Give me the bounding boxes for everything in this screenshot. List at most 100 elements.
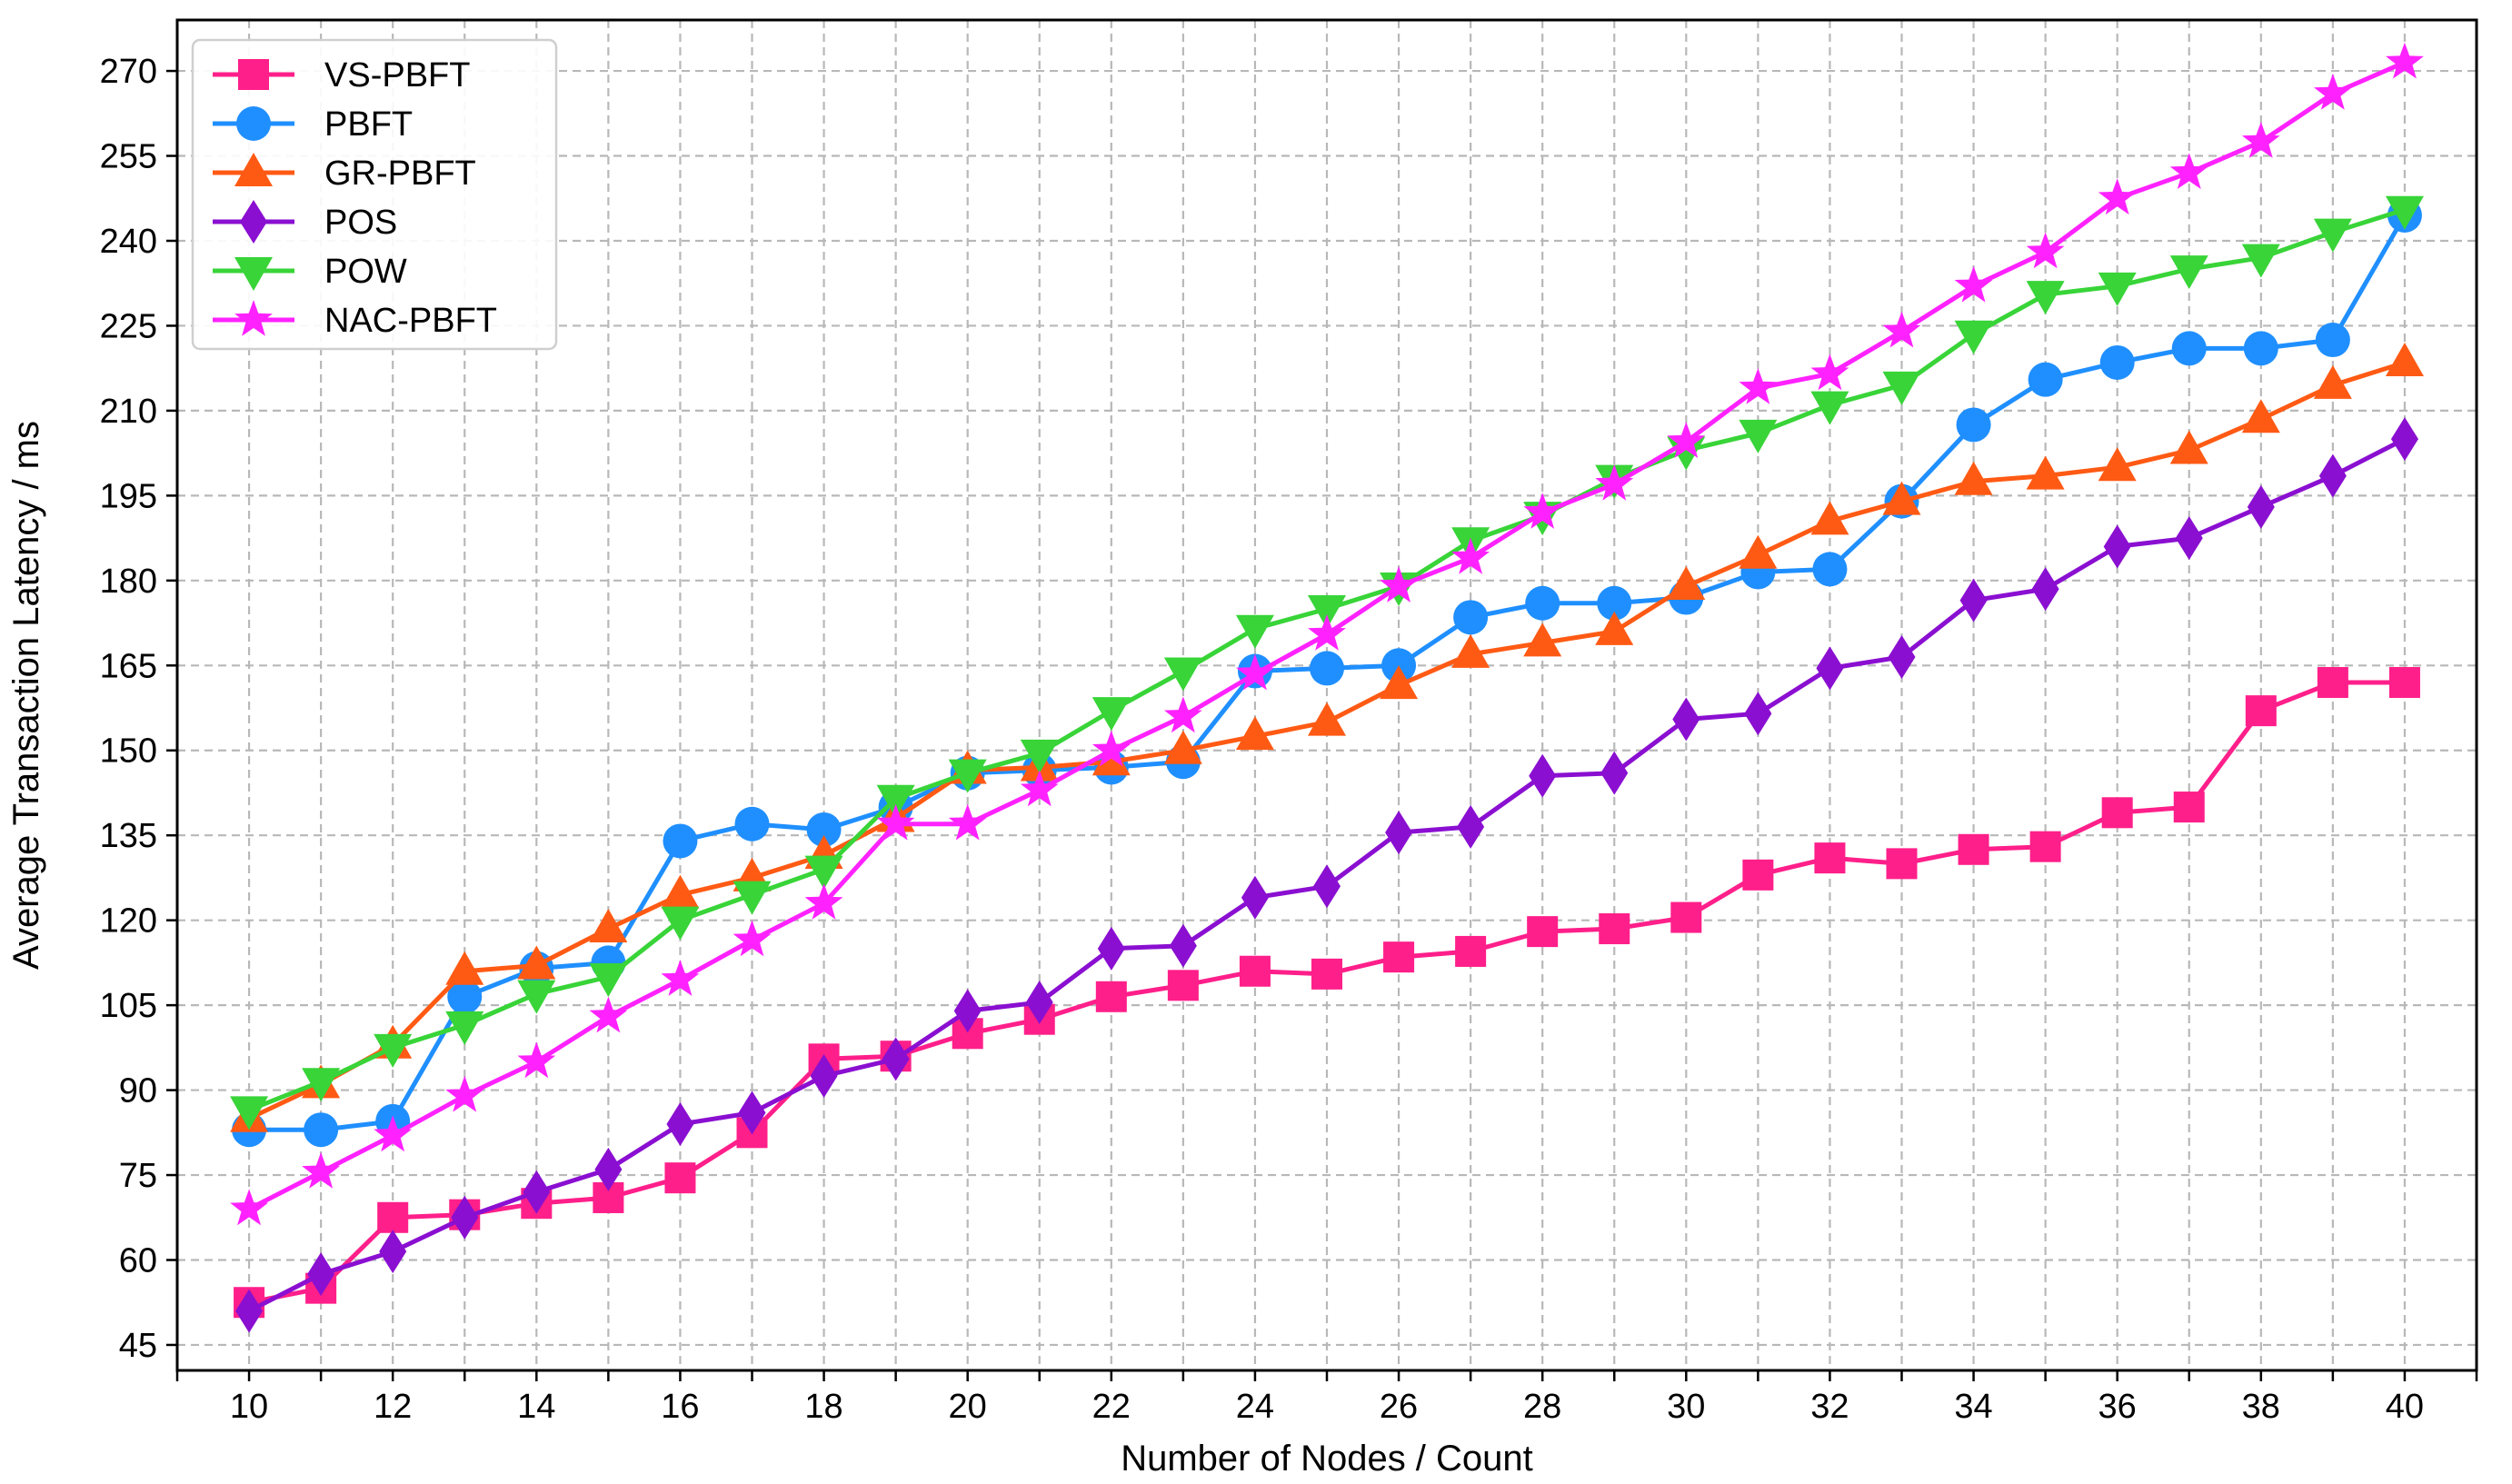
x-tick-label: 28 (1523, 1388, 1561, 1426)
data-point-pos (810, 1054, 838, 1099)
data-point-pow (374, 1033, 413, 1068)
data-point-nac-pbft (1810, 354, 1849, 391)
data-point-gr-pbft (2098, 447, 2137, 482)
data-point-vs-pbft (1742, 859, 1774, 891)
data-point-pbft (2243, 331, 2278, 366)
data-point-vs-pbft (1383, 941, 1415, 973)
data-point-pos (1457, 804, 1485, 849)
data-point-nac-pbft (374, 1115, 413, 1152)
data-point-nac-pbft (1164, 696, 1202, 733)
data-point-pos (1959, 578, 1988, 622)
data-point-pbft (1812, 552, 1848, 587)
y-tick-label: 75 (119, 1157, 157, 1195)
data-point-pbft (1310, 651, 1344, 686)
data-point-vs-pbft (2029, 831, 2061, 862)
data-point-gr-pbft (517, 945, 556, 980)
data-point-pos (1313, 864, 1341, 909)
series-vs-pbft (234, 666, 2420, 1319)
legend-label: GR-PBFT (324, 154, 476, 193)
data-point-pos (1744, 692, 1772, 736)
data-point-pow (2098, 272, 2137, 306)
data-point-pow (733, 881, 772, 915)
data-point-pbft (1453, 600, 1489, 635)
data-point-pow (1308, 594, 1346, 629)
data-point-nac-pbft (1523, 493, 1562, 529)
data-point-nac-pbft (230, 1189, 268, 1226)
data-point-nac-pbft (1739, 368, 1778, 404)
x-tick-label: 12 (374, 1388, 412, 1426)
x-tick-label: 36 (2098, 1388, 2137, 1426)
legend-label: VS-PBFT (324, 56, 470, 95)
series-group (230, 42, 2424, 1333)
data-point-pos (1888, 634, 1916, 679)
data-point-pow (1020, 739, 1059, 773)
data-point-nac-pbft (948, 803, 987, 841)
data-point-vs-pbft (1239, 955, 1271, 987)
data-point-gr-pbft (1810, 501, 1849, 535)
legend-label: POS (324, 204, 397, 242)
data-point-gr-pbft (2313, 364, 2352, 399)
y-tick-label: 210 (100, 393, 157, 431)
data-point-vs-pbft (2388, 666, 2420, 698)
data-point-vs-pbft (1958, 833, 1989, 865)
data-point-pbft (734, 806, 770, 842)
data-point-vs-pbft (1095, 981, 1127, 1012)
data-point-pbft (447, 979, 483, 1014)
data-point-nac-pbft (1236, 653, 1274, 691)
data-point-nac-pbft (2386, 42, 2424, 79)
axes: 10 12 14 16 18 20 22 24 26 28 30 32 34 36 38 40 45 60 75 90… (100, 18, 2478, 1426)
data-point-pos (2247, 484, 2275, 529)
data-point-pbft (1956, 407, 1991, 443)
data-point-gr-pbft (1954, 461, 1993, 495)
data-point-nac-pbft (2026, 232, 2065, 269)
data-point-gr-pbft (589, 909, 628, 943)
legend-marker (236, 106, 271, 141)
data-point-pos (882, 1037, 910, 1081)
data-point-gr-pbft (1451, 633, 1490, 668)
data-point-nac-pbft (2098, 178, 2137, 215)
data-point-pow (948, 759, 987, 793)
y-tick-label: 225 (100, 307, 157, 345)
data-point-nac-pbft (1092, 730, 1131, 767)
data-point-pow (2169, 255, 2208, 290)
data-point-nac-pbft (1595, 463, 1634, 501)
y-tick-label: 45 (119, 1327, 157, 1365)
data-point-gr-pbft (445, 951, 484, 985)
data-point-gr-pbft (1882, 481, 1921, 515)
data-point-pow (2385, 195, 2424, 230)
data-point-pos (1600, 751, 1629, 795)
data-point-nac-pbft (733, 920, 772, 957)
y-tick-label: 165 (100, 647, 157, 685)
data-point-pos (1385, 811, 1413, 855)
legend-entry-pos: POS (213, 200, 397, 244)
legend-marker (234, 300, 273, 336)
grid (175, 20, 2478, 1370)
data-point-vs-pbft (2173, 792, 2205, 823)
data-point-pow (517, 980, 556, 1014)
data-point-pos (1241, 875, 1269, 920)
series-pow (230, 195, 2424, 1130)
y-tick-label: 240 (100, 223, 157, 261)
y-tick-label: 90 (119, 1072, 157, 1111)
data-point-nac-pbft (517, 1041, 556, 1079)
data-point-vs-pbft (1670, 901, 1702, 933)
y-tick-label: 120 (100, 902, 157, 941)
data-point-gr-pbft (1523, 622, 1562, 657)
data-point-vs-pbft (1167, 970, 1199, 1001)
data-point-pow (1163, 657, 1202, 692)
data-point-nac-pbft (1020, 770, 1059, 807)
data-point-gr-pbft (1308, 702, 1346, 736)
data-point-pow (1235, 614, 1274, 649)
data-point-pow (661, 906, 700, 941)
data-point-pow (589, 962, 628, 997)
y-tick-label: 150 (100, 732, 157, 771)
data-point-pos (953, 989, 982, 1033)
data-point-pow (1954, 320, 1993, 354)
data-point-pos (451, 1195, 479, 1240)
data-point-nac-pbft (876, 803, 915, 841)
data-point-nac-pbft (2241, 122, 2280, 158)
data-point-gr-pbft (2385, 342, 2424, 376)
legend-label: PBFT (324, 105, 413, 144)
data-point-pow (302, 1068, 341, 1102)
